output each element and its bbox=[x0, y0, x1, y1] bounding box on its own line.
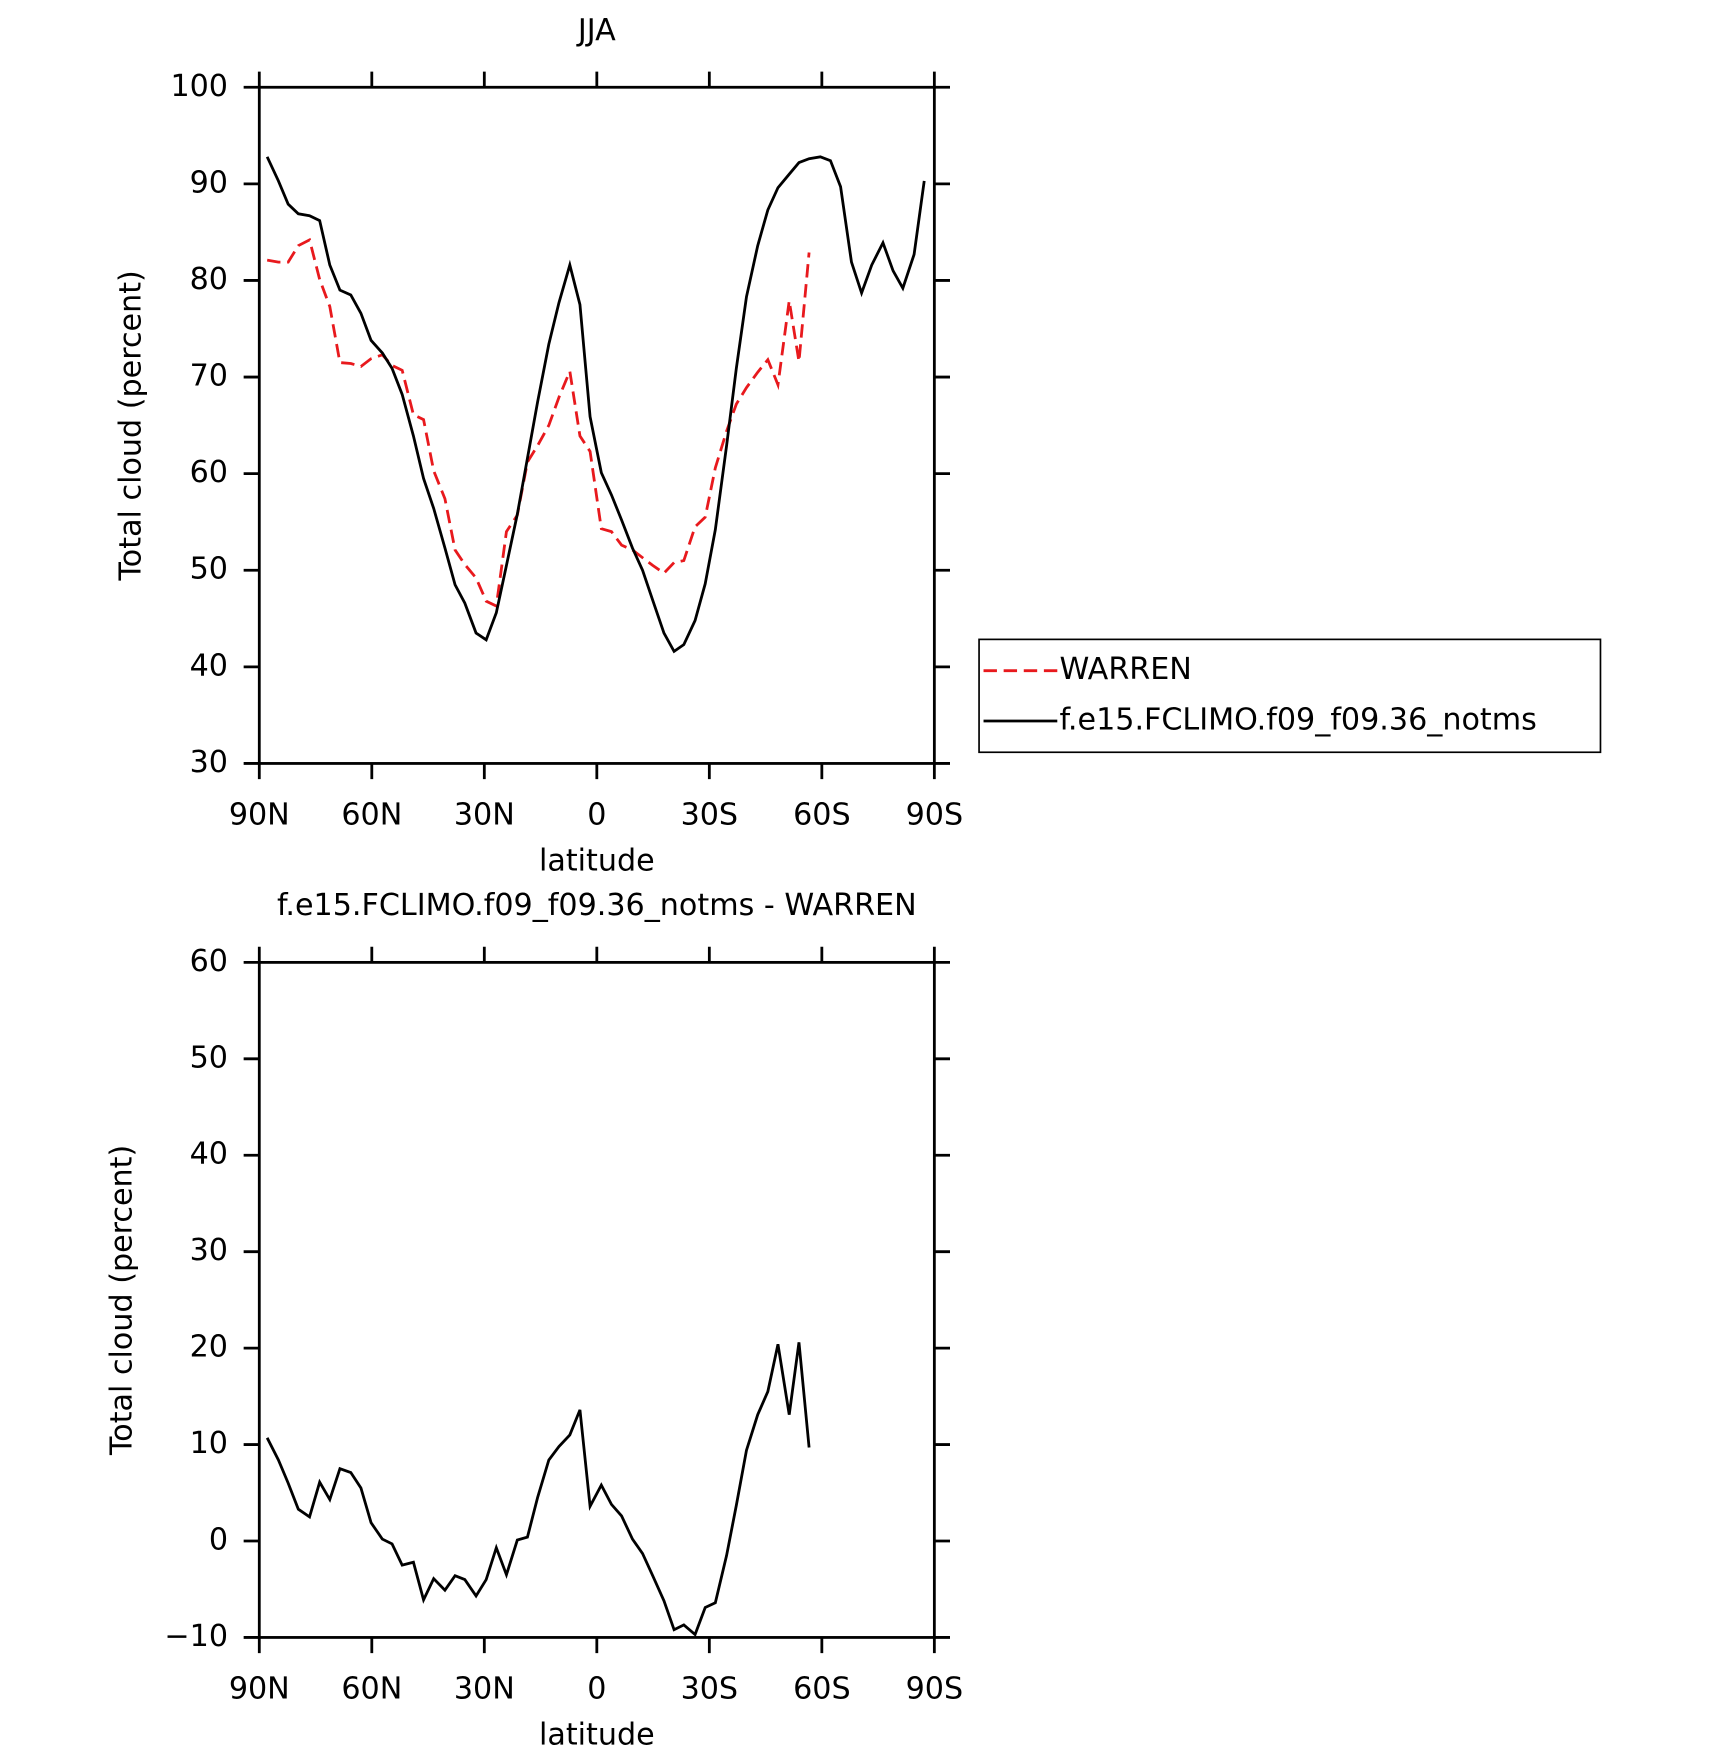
x-tick-label: 60N bbox=[341, 1671, 402, 1706]
y-tick-label: 30 bbox=[190, 1233, 228, 1268]
y-tick-label: 0 bbox=[209, 1523, 228, 1558]
legend-box bbox=[978, 638, 1602, 754]
y-tick-label: 30 bbox=[190, 745, 228, 780]
plot-frame bbox=[257, 960, 936, 1639]
chart-title: JJA bbox=[576, 13, 616, 48]
plot-frame bbox=[257, 85, 936, 765]
x-tick-label: 60S bbox=[793, 1671, 851, 1706]
x-tick-label: 30S bbox=[681, 797, 739, 832]
legend-label: f.e15.FCLIMO.f09_f09.36_notms bbox=[1060, 702, 1537, 737]
x-tick-label: 0 bbox=[587, 797, 606, 832]
y-tick-label: 100 bbox=[170, 69, 228, 104]
y-tick-label: 50 bbox=[190, 1040, 228, 1075]
x-tick-label: 30N bbox=[454, 797, 515, 832]
y-tick-label: 20 bbox=[190, 1330, 228, 1365]
y-tick-label: 10 bbox=[190, 1426, 228, 1461]
y-tick-label: 50 bbox=[190, 552, 228, 587]
x-tick-label: 60N bbox=[341, 797, 402, 832]
x-tick-label: 60S bbox=[793, 797, 851, 832]
y-tick-label: 60 bbox=[190, 944, 228, 979]
legend-label: WARREN bbox=[1060, 652, 1192, 687]
x-tick-label: 90S bbox=[906, 797, 964, 832]
y-tick-label: 40 bbox=[190, 648, 228, 683]
y-axis-label: Total cloud (percent) bbox=[104, 1145, 139, 1456]
y-tick-label: −10 bbox=[164, 1619, 228, 1654]
x-axis-label: latitude bbox=[539, 1717, 655, 1752]
y-tick-label: 90 bbox=[190, 165, 228, 200]
y-tick-label: 60 bbox=[190, 455, 228, 490]
chart-title: f.e15.FCLIMO.f09_f09.36_notms - WARREN bbox=[277, 888, 917, 923]
x-tick-label: 90S bbox=[906, 1671, 964, 1706]
x-tick-label: 90N bbox=[229, 797, 290, 832]
y-tick-label: 70 bbox=[190, 359, 228, 394]
x-axis-label: latitude bbox=[539, 843, 655, 878]
x-tick-label: 30N bbox=[454, 1671, 515, 1706]
y-tick-label: 40 bbox=[190, 1137, 228, 1172]
y-axis-label: Total cloud (percent) bbox=[113, 270, 148, 581]
x-tick-label: 90N bbox=[229, 1671, 290, 1706]
data-line bbox=[265, 155, 926, 654]
y-tick-label: 80 bbox=[190, 262, 228, 297]
data-line bbox=[265, 1342, 811, 1637]
x-tick-label: 0 bbox=[587, 1671, 606, 1706]
x-tick-label: 30S bbox=[681, 1671, 739, 1706]
